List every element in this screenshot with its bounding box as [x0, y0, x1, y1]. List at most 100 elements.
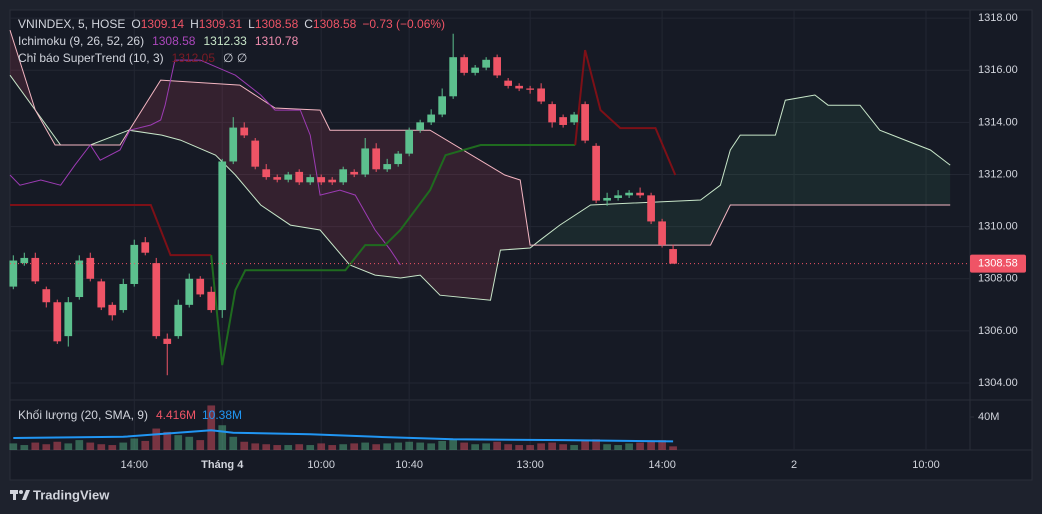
volume-bar [460, 442, 469, 450]
candle-body [581, 104, 589, 141]
legend-row: Ichimoku (9, 26, 52, 26) 1308.58 1312.33 13… [18, 34, 299, 48]
volume-bar [372, 444, 381, 450]
candle-body [460, 57, 469, 73]
legend-row: VNINDEX, 5, HOSE O1309.14 H1309.31 L1308.58… [18, 17, 445, 31]
candle-body [614, 195, 622, 198]
volume-bar [295, 444, 304, 450]
footer-brand: TradingView [33, 487, 110, 502]
candle-body [108, 304, 117, 316]
candle-body [438, 96, 447, 115]
volume-bar [317, 443, 326, 450]
y-tick-label: 1312.00 [978, 168, 1018, 180]
volume-bar [526, 445, 534, 450]
candle-body [251, 140, 260, 167]
volume-bar [53, 441, 62, 450]
volume-bar [339, 444, 348, 450]
volume-bar [130, 438, 139, 450]
candle-body [603, 197, 611, 201]
volume-bar [603, 444, 611, 450]
volume-bar [581, 440, 589, 450]
legend-row: Chỉ báo SuperTrend (10, 3) 1312.05 ∅ ∅ [18, 51, 247, 65]
x-tick-label: 10:40 [395, 459, 423, 471]
indicator-line [9, 74, 951, 301]
cloud-fill [530, 95, 951, 248]
candle-body [449, 57, 458, 97]
volume-bar [405, 441, 414, 450]
volume-bar [196, 440, 205, 450]
candle-body [658, 221, 666, 245]
volume-bar [163, 431, 172, 450]
legend-item: 1308.58 [255, 17, 299, 31]
legend-item: 1308.58 [152, 34, 196, 48]
volume-bar [251, 443, 260, 450]
legend-item: ∅ ∅ [223, 51, 247, 65]
candle-body [20, 257, 29, 264]
volume-bar [394, 442, 403, 450]
y-tick-label: 1318.00 [978, 12, 1018, 24]
volume-bar [218, 425, 227, 450]
x-tick-label: 13:00 [516, 459, 544, 471]
volume-bar [515, 445, 523, 450]
volume-bar [625, 443, 633, 450]
volume-bar [108, 445, 117, 450]
candle-body [119, 283, 128, 311]
indicator-line [9, 59, 401, 266]
candle-body [174, 304, 183, 337]
candle-body [42, 289, 51, 303]
volume-bar [658, 440, 666, 450]
volume-bar [427, 443, 436, 450]
candle-body [504, 80, 512, 86]
volume-bar [647, 441, 655, 450]
volume-bar [669, 446, 677, 450]
y-tick-label: 1314.00 [978, 116, 1018, 128]
volume-bar [119, 442, 128, 450]
legend-item: 10.38M [202, 408, 242, 422]
candle-body [240, 127, 249, 136]
volume-bar [559, 444, 567, 450]
x-tick-label: 10:00 [912, 459, 940, 471]
candle-body [328, 179, 337, 183]
candle-body [548, 104, 556, 123]
candle-body [273, 177, 282, 180]
legend-item: C [304, 17, 313, 31]
legend-item: −0.73 (−0.06%) [362, 17, 445, 31]
legend-item: 4.416M [156, 408, 196, 422]
y-tick-label: 1310.00 [978, 221, 1018, 233]
volume-bar [284, 445, 293, 450]
cloud-fill [35, 110, 129, 145]
candle-body [262, 169, 271, 178]
volume-bar [328, 445, 337, 450]
candle-body [141, 242, 150, 253]
volume-bar [537, 443, 545, 450]
candle-body [416, 122, 425, 131]
legend-item: Ichimoku (9, 26, 52, 26) [18, 34, 144, 48]
volume-bar [42, 444, 51, 450]
candle-body [482, 59, 490, 68]
volume-bar [240, 441, 249, 450]
legend-item: O [131, 17, 140, 31]
legend-item: VNINDEX, 5, HOSE [18, 17, 125, 31]
volume-bar [75, 440, 84, 450]
candle-body [471, 67, 480, 73]
candle-body [493, 57, 501, 76]
candle-body [53, 302, 62, 342]
candle-body [196, 278, 205, 295]
candle-body [361, 148, 370, 175]
candle-body [306, 177, 315, 183]
legend-item: 1310.78 [255, 34, 299, 48]
indicator-line [210, 144, 576, 366]
volume-bar [449, 439, 458, 450]
candle-body [284, 174, 293, 180]
candle-body [636, 192, 644, 196]
candle-body [97, 281, 106, 308]
volume-bar [306, 445, 315, 450]
volume-tick-label: 40M [978, 411, 999, 423]
indicator-line [574, 49, 677, 176]
legend-item: 1309.31 [199, 17, 243, 31]
volume-bar [350, 443, 359, 450]
candle-body [207, 291, 216, 311]
candle-body [185, 278, 194, 305]
indicator-line [10, 204, 212, 257]
candle-body [31, 257, 40, 282]
volume-bar [482, 443, 490, 450]
